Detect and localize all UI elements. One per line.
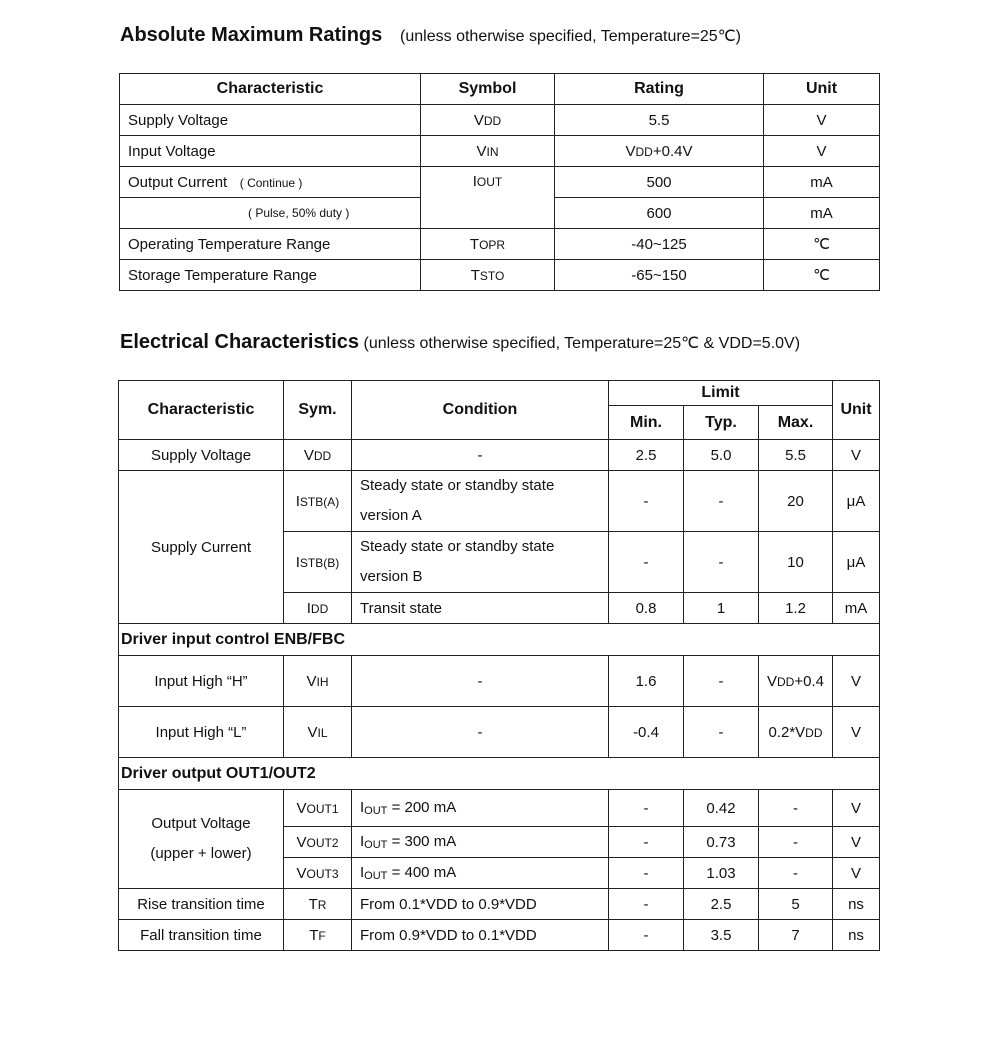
table-row: Storage Temperature Range TSTO -65~150 ℃	[119, 259, 880, 291]
table-row: Fall transition time TF From 0.9*VDD to 0.…	[118, 919, 880, 951]
table-row: Supply Voltage VDD 5.5 V	[119, 104, 880, 136]
table-row: Rise transition time TR From 0.1*VDD to 0.…	[118, 888, 880, 920]
table-row: Output Current ( Continue ) IOUT 500 mA	[119, 166, 880, 229]
table-row: ISTB(B) Steady state or standby state ver…	[119, 531, 880, 593]
table-row: Supply Voltage VDD -2.5 5.0 5.5 V	[118, 439, 880, 471]
table-row: Input Voltage VIN VDD+0.4V V	[119, 135, 880, 167]
table-row: VOUT2 IOUT = 300 mA -0.73- V	[119, 826, 880, 858]
electrical-characteristics-table: Characteristic Sym. Condition Limit Unit Min…	[118, 380, 880, 951]
table-row: Supply Current ISTB(A) Steady state or sta…	[118, 470, 880, 624]
table-row: ( Pulse, 50% duty ) 600 mA	[119, 197, 880, 229]
table-header: Characteristic Symbol Rating Unit	[119, 73, 880, 105]
table-row: Operating Temperature Range TOPR -40~125 ℃	[119, 228, 880, 260]
table-row: IDD Transit state 0.8 1 1.2 mA	[119, 592, 880, 624]
table-row: Output Voltage (upper + lower) VOUT1 IOUT =…	[118, 789, 880, 889]
table-row: Input High “H” VIH -1.6- VDD+0.4 V	[118, 655, 880, 707]
section-header: Driver input control ENB/FBC	[118, 623, 880, 656]
table-row: Input High “L” VIL - -0.4-0.2*VDD V	[118, 706, 880, 758]
ec-title: Electrical Characteristics (unless other…	[120, 331, 801, 353]
table-header: Characteristic Sym. Condition Limit Unit	[118, 380, 880, 440]
section-header: Driver output OUT1/OUT2	[118, 757, 880, 790]
absolute-max-ratings-table: Characteristic Symbol Rating Unit Supply Vo…	[119, 73, 880, 291]
amr-title: Absolute Maximum Ratings (unless otherwi…	[120, 24, 741, 46]
